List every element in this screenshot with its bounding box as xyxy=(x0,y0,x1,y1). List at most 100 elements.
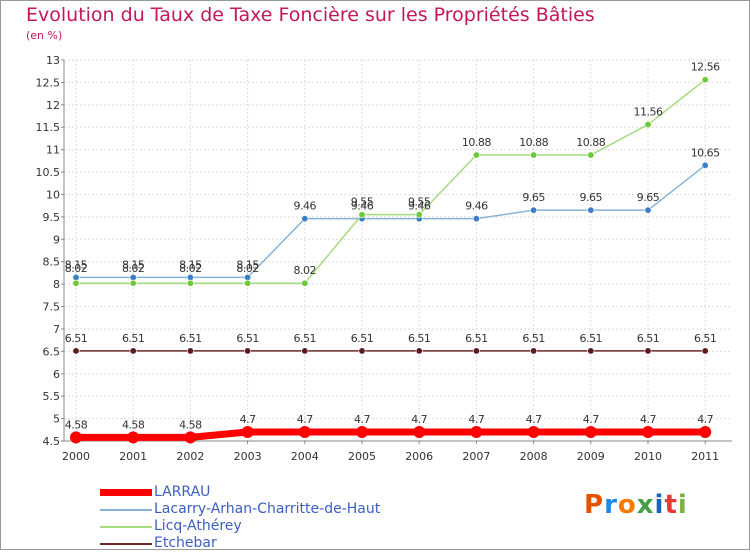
data-label: 10.65 xyxy=(691,146,720,159)
y-tick-label: 8.5 xyxy=(43,256,61,269)
y-tick-label: 10 xyxy=(46,188,60,201)
data-point xyxy=(701,347,709,355)
logo-letter: P xyxy=(584,490,605,520)
x-tick-label: 2000 xyxy=(62,450,90,463)
logo-letter: i xyxy=(677,490,688,520)
series-line-licq-ath-rey xyxy=(76,79,706,284)
x-tick-label: 2001 xyxy=(119,450,147,463)
y-tick-label: 10.5 xyxy=(36,166,61,179)
proxiti-logo: Proxiti xyxy=(584,490,688,520)
data-label: 10.88 xyxy=(462,136,491,149)
data-point xyxy=(587,206,595,214)
data-point xyxy=(358,347,366,355)
data-point xyxy=(530,206,538,214)
data-label: 6.51 xyxy=(351,332,374,345)
data-point xyxy=(584,426,597,439)
data-label: 6.51 xyxy=(408,332,431,345)
data-point xyxy=(587,151,595,159)
data-label: 6.51 xyxy=(236,332,259,345)
y-tick-label: 9.5 xyxy=(43,211,61,224)
data-label: 4.7 xyxy=(640,413,656,426)
x-tick-label: 2009 xyxy=(577,450,605,463)
legend-label-etchebar: Etchebar xyxy=(154,535,217,551)
y-tick-label: 9 xyxy=(53,233,60,246)
legend-swatch-larrau xyxy=(100,489,152,496)
legend-label-lacarry: Lacarry-Arhan-Charritte-de-Haut xyxy=(154,501,381,517)
data-label: 8.02 xyxy=(236,262,259,275)
data-label: 9.46 xyxy=(465,200,488,213)
x-tick-label: 2010 xyxy=(634,450,662,463)
x-tick-label: 2003 xyxy=(234,450,262,463)
data-point xyxy=(642,426,654,439)
data-label: 4.58 xyxy=(122,418,145,431)
data-point xyxy=(472,215,480,223)
data-label: 6.51 xyxy=(694,332,717,345)
data-point xyxy=(186,279,194,287)
data-label: 10.88 xyxy=(576,136,605,149)
data-point xyxy=(701,161,709,169)
logo-letter: r xyxy=(604,490,618,520)
data-label: 6.51 xyxy=(637,332,660,345)
x-tick-label: 2004 xyxy=(291,450,319,463)
y-tick-label: 5.5 xyxy=(43,390,61,403)
data-point xyxy=(244,347,252,355)
data-label: 6.51 xyxy=(465,332,488,345)
data-label: 6.51 xyxy=(122,332,145,345)
data-point xyxy=(415,211,423,219)
data-point xyxy=(244,279,252,287)
data-point xyxy=(644,121,652,129)
x-tick-label: 2002 xyxy=(176,450,204,463)
y-tick-label: 6.5 xyxy=(43,345,61,358)
data-point xyxy=(358,211,366,219)
data-point xyxy=(129,347,137,355)
data-point xyxy=(644,206,652,214)
data-label: 4.7 xyxy=(583,413,599,426)
data-label: 4.7 xyxy=(468,413,484,426)
legend-swatch-lacarry xyxy=(100,509,152,511)
data-point xyxy=(530,347,538,355)
data-label: 9.46 xyxy=(351,200,374,213)
data-point xyxy=(413,426,426,439)
x-tick-label: 2007 xyxy=(462,450,490,463)
x-tick-label: 2005 xyxy=(348,450,376,463)
data-label: 8.02 xyxy=(122,262,145,275)
series-line-lacarry-arhan-charritte-de-haut xyxy=(76,164,706,279)
data-point xyxy=(644,347,652,355)
data-point xyxy=(527,426,540,439)
data-label: 6.51 xyxy=(580,332,603,345)
data-point xyxy=(184,431,197,444)
data-point xyxy=(301,215,309,223)
data-point xyxy=(301,279,309,287)
data-point xyxy=(472,151,480,159)
data-label: 4.7 xyxy=(526,413,542,426)
legend-swatch-licq xyxy=(100,526,152,528)
data-point xyxy=(186,347,194,355)
data-point xyxy=(472,347,480,355)
logo-letter: t xyxy=(664,490,678,520)
data-label: 9.65 xyxy=(637,191,660,204)
data-label: 9.65 xyxy=(580,191,603,204)
data-point xyxy=(301,347,309,355)
data-label: 4.58 xyxy=(179,418,202,431)
data-point xyxy=(129,279,137,287)
data-label: 6.51 xyxy=(522,332,545,345)
data-label: 6.51 xyxy=(179,332,202,345)
data-label: 8.15 xyxy=(236,258,259,271)
y-unit-label: (en %) xyxy=(26,29,63,42)
data-point xyxy=(470,426,483,439)
data-point xyxy=(530,151,538,159)
legend-swatch-etchebar xyxy=(100,543,152,545)
x-tick-label: 2008 xyxy=(520,450,548,463)
y-tick-label: 5 xyxy=(53,413,60,426)
data-point xyxy=(127,431,140,444)
logo-letter: o xyxy=(617,490,637,520)
data-label: 8.02 xyxy=(179,262,202,275)
data-label: 8.15 xyxy=(65,258,88,271)
data-label: 4.7 xyxy=(354,413,370,426)
chart-title: Evolution du Taux de Taxe Foncière sur l… xyxy=(26,4,595,26)
data-label: 8.02 xyxy=(294,264,317,277)
y-tick-label: 8 xyxy=(53,278,60,291)
data-label: 9.46 xyxy=(294,200,317,213)
